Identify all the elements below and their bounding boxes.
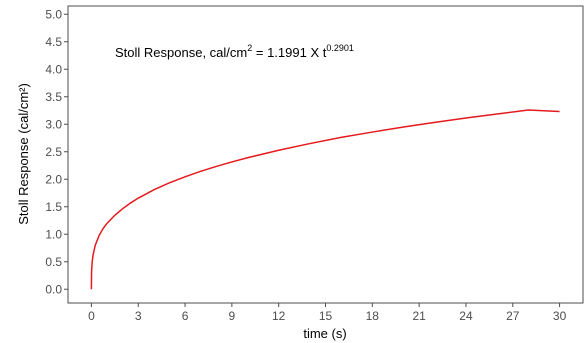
equation-sup-unit: 2 xyxy=(247,43,252,53)
y-axis-title: Stoll Response (cal/cm²) xyxy=(16,83,31,225)
x-tick-label: 12 xyxy=(272,309,286,323)
x-axis-title: time (s) xyxy=(303,326,346,341)
plot-panel xyxy=(67,5,584,304)
y-tick-label: 5.0 xyxy=(45,7,62,21)
y-tick-label: 0.0 xyxy=(45,282,62,296)
x-tick-label: 6 xyxy=(182,309,189,323)
y-tick-label: 0.5 xyxy=(45,255,62,269)
y-tick-label: 2.5 xyxy=(45,145,62,159)
equation-sup-exponent: 0.2901 xyxy=(326,43,354,53)
y-tick-label: 2.0 xyxy=(45,172,62,186)
x-tick-label: 21 xyxy=(412,309,426,323)
equation-annotation: Stoll Response, cal/cm2 = 1.1991 X t0.29… xyxy=(115,43,354,60)
x-tick-label: 27 xyxy=(506,309,520,323)
equation-prefix: Stoll Response, cal/cm xyxy=(115,45,247,60)
y-tick-label: 4.5 xyxy=(45,35,62,49)
x-tick-label: 24 xyxy=(459,309,473,323)
y-axis: 0.0 0.5 1.0 1.5 2.0 2.5 3.0 3.5 4.0 4.5 5.0 xyxy=(45,7,68,296)
x-tick-label: 15 xyxy=(319,309,333,323)
y-tick-label: 3.0 xyxy=(45,117,62,131)
x-tick-label: 30 xyxy=(553,309,567,323)
stoll-response-line xyxy=(90,109,560,290)
y-tick-label: 1.0 xyxy=(45,227,62,241)
x-axis: 0 3 6 9 12 15 18 21 24 27 30 xyxy=(88,303,567,323)
equation-middle: = 1.1991 X t xyxy=(252,45,326,60)
y-tick-label: 4.0 xyxy=(45,62,62,76)
x-tick-label: 9 xyxy=(229,309,236,323)
y-tick-label: 3.5 xyxy=(45,90,62,104)
x-tick-label: 18 xyxy=(366,309,380,323)
y-tick-label: 1.5 xyxy=(45,200,62,214)
x-tick-label: 0 xyxy=(88,309,95,323)
x-tick-label: 3 xyxy=(135,309,142,323)
